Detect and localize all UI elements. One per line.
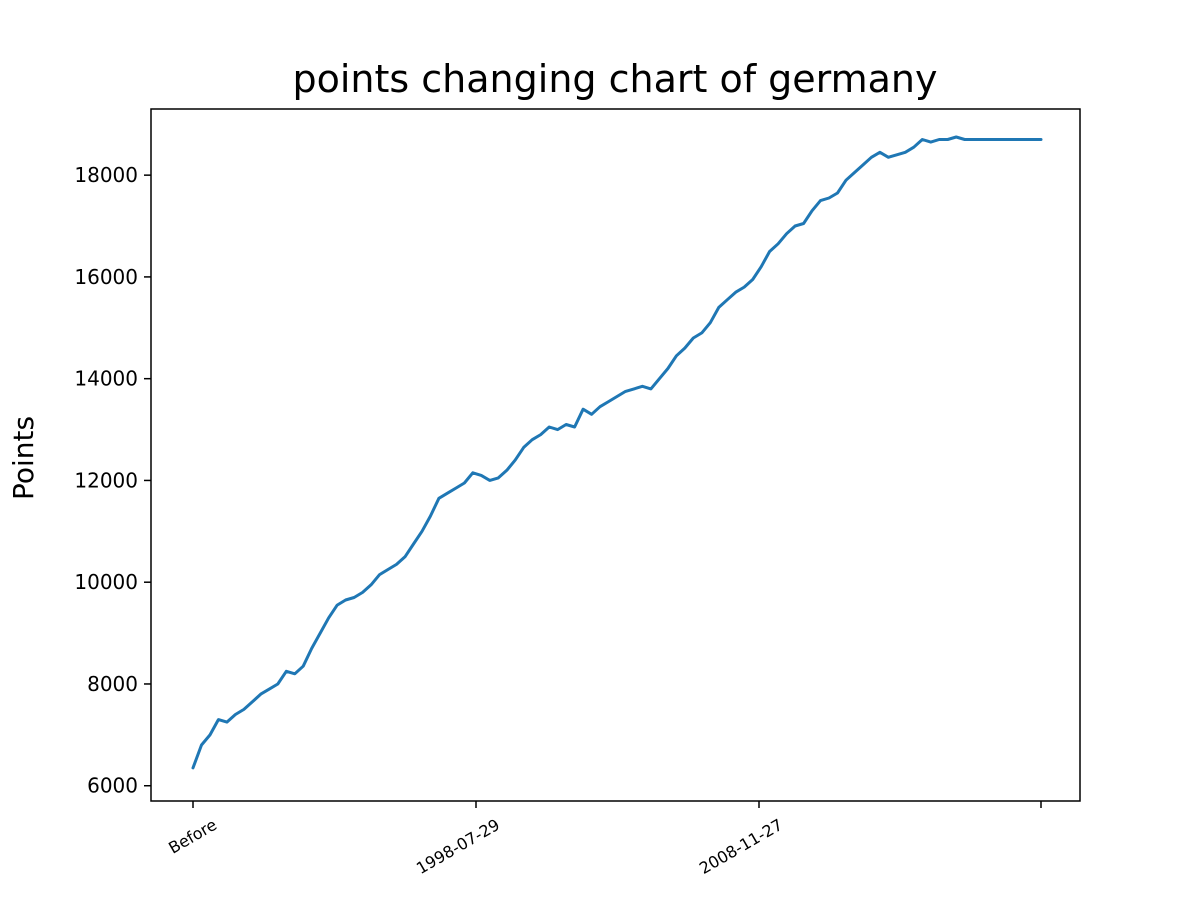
chart-title: points changing chart of germany — [293, 57, 938, 101]
y-tick-label: 16000 — [74, 265, 138, 289]
series-layer — [191, 135, 1043, 770]
plot-area-frame — [150, 108, 1081, 802]
x-tick-label: 2008-11-27 — [696, 815, 786, 878]
y-tick-label: 12000 — [74, 468, 138, 492]
x-tick-label: 1998-07-29 — [413, 815, 503, 878]
y-axis-label: Points — [7, 416, 40, 500]
y-tick-label: 18000 — [74, 163, 138, 187]
series-line-0 — [191, 135, 1043, 770]
x-axis: Before 1998-07-29 2008-11-27 — [165, 801, 1042, 878]
x-tick-label: Before — [165, 815, 220, 858]
y-tick-label: 6000 — [87, 774, 138, 798]
y-tick-label: 8000 — [87, 672, 138, 696]
y-tick-label: 14000 — [74, 367, 138, 391]
y-axis: 6000 8000 10000 12000 14000 16000 18000 — [74, 163, 151, 798]
y-tick-label: 10000 — [74, 570, 138, 594]
